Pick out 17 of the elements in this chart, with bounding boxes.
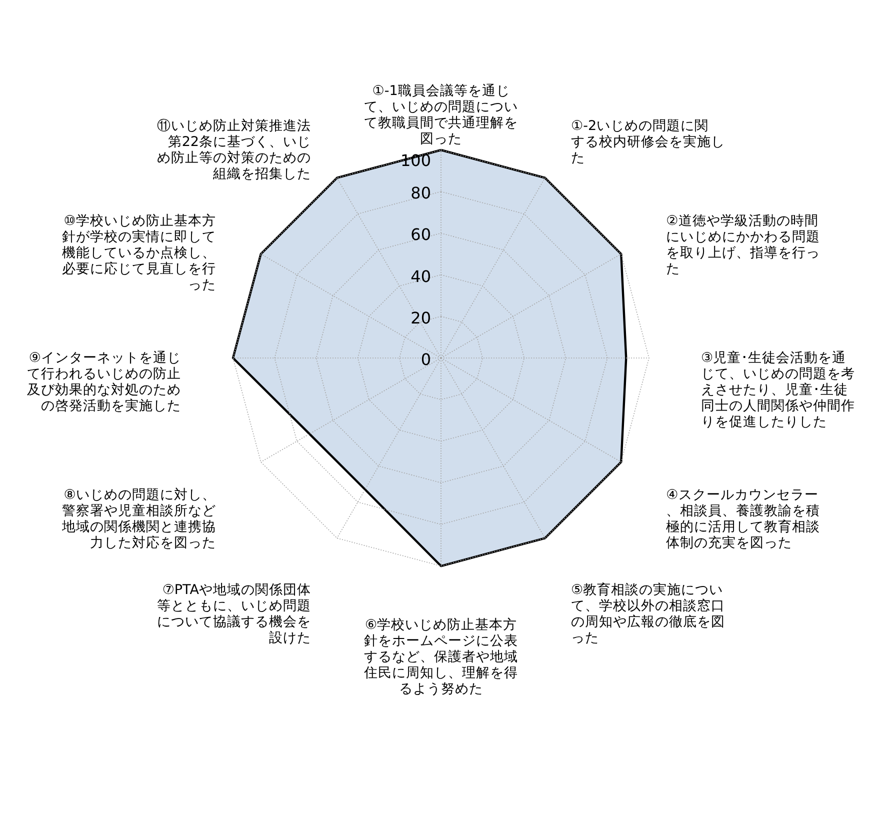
y-tick-label: 80 <box>410 184 431 203</box>
spoke-label: ⑥学校いじめ防止基本方針をホームページに公表するなど、保護者や地域住民に周知し、理解を得るよう努めた <box>363 617 518 697</box>
spoke-label: ①-2いじめの問題に関する校内研修会を実施した <box>571 118 725 166</box>
spoke-label: ④スクールカウンセラー、相談員、養護教諭を積極的に活用して教育相談体制の充実を図った <box>666 487 820 551</box>
spoke-label: ⑦PTAや地域の関係団体等とともに、いじめ問題について協議する機会を設けた <box>157 582 311 646</box>
y-tick-label: 20 <box>410 308 431 328</box>
spoke-label: ⑧いじめの問題に対し、警察署や児童相談所など地域の関係機関と連携協力した対応を図った <box>60 487 216 551</box>
spoke-label: ②道徳や学級活動の時間にいじめにかかわる問題を取り上げ、指導を行った <box>666 213 820 277</box>
spoke-label: ⑩学校いじめ防止基本方針が学校の実情に即して機能しているか点検し、必要に応じて見直しを行った <box>62 213 216 293</box>
spoke-label: ①-1職員会議等を通じて、いじめの問題について教職員間で共通理解を図った <box>364 83 518 147</box>
spoke-label: ⑤教育相談の実施について、学校以外の相談窓口の周知や広報の徹底を図った <box>571 581 725 646</box>
y-tick-label: 60 <box>410 225 431 244</box>
spoke-label: ⑨インターネットを通じて行われるいじめの防止及び効果的な対処のための啓発活動を実施した <box>27 350 181 414</box>
spoke-label: ③児童･生徒会活動を通じて、いじめの問題を考えさせたり、児童･生徒同士の人間関係や仲間作りを促進したりした <box>701 350 855 430</box>
spoke-label: ⑪いじめ防止対策推進法第22条に基づく、いじめ防止等の対策のための組織を招集した <box>157 118 311 182</box>
y-tick-label: 0 <box>420 350 431 369</box>
y-tick-label: 40 <box>410 266 431 286</box>
